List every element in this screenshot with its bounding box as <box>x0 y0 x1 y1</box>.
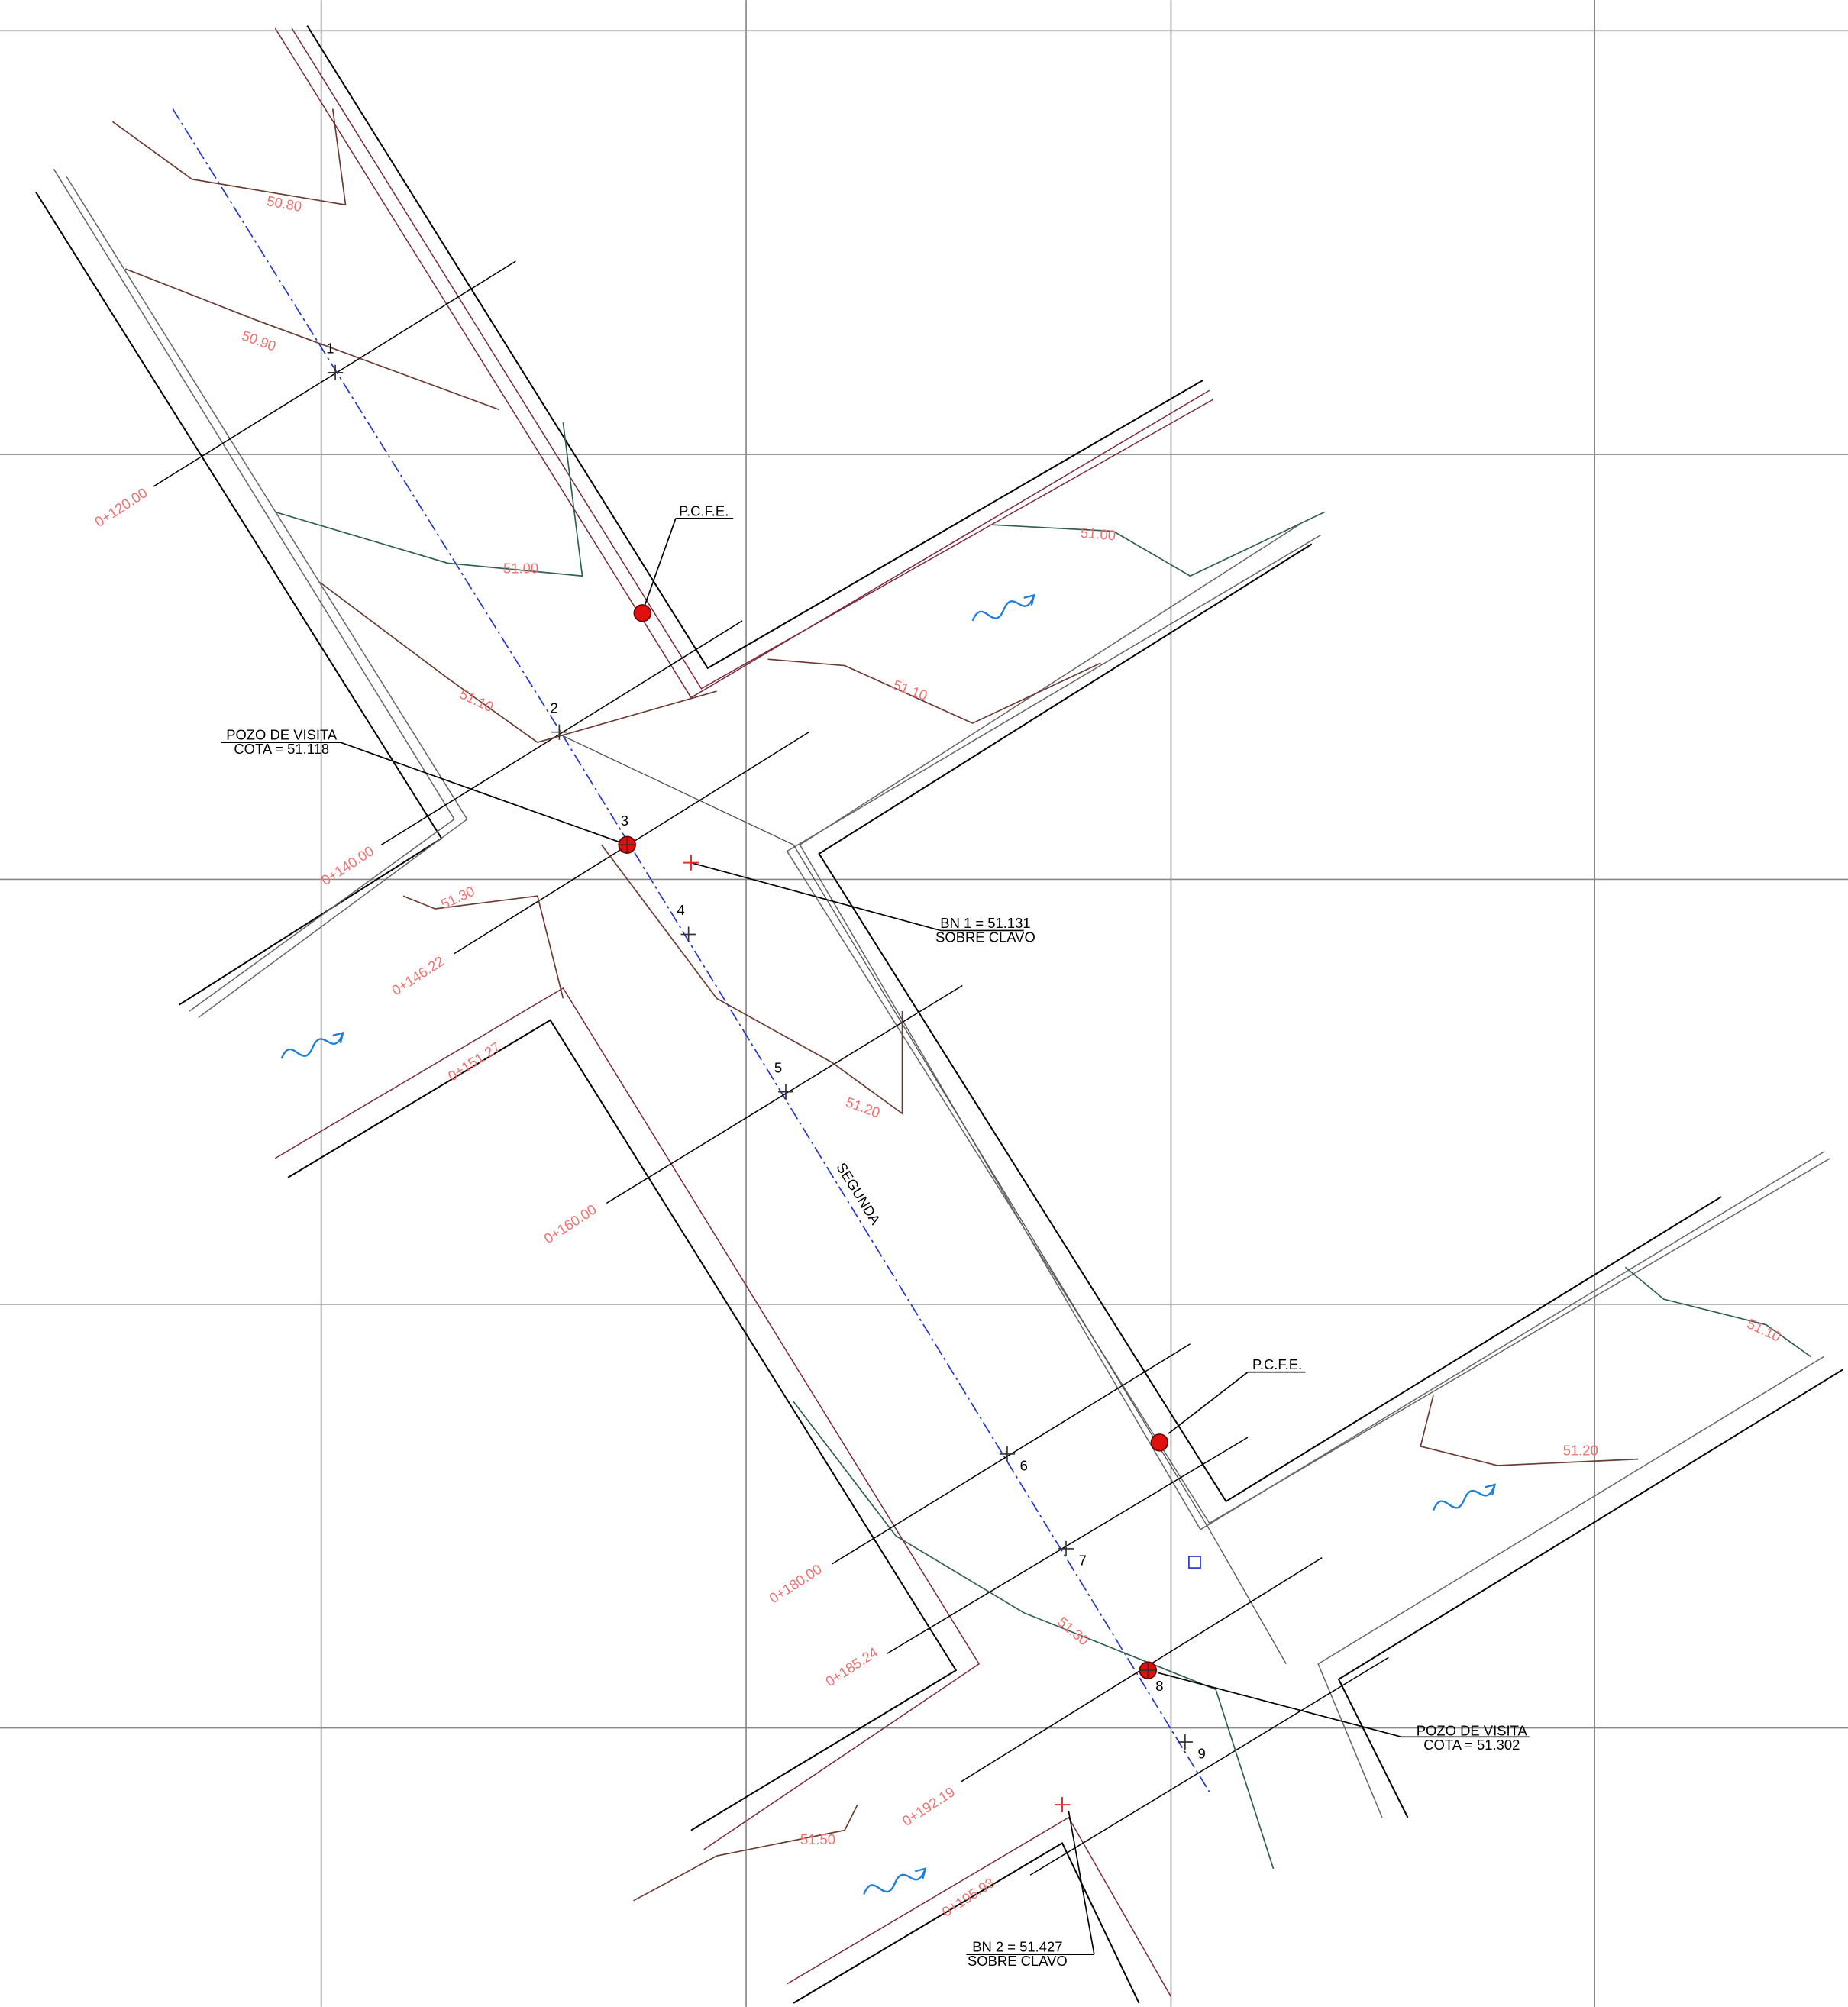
leader-line <box>1158 1672 1530 1738</box>
benchmark <box>1054 1797 1071 1813</box>
station-label: 0+192.19 <box>900 1783 958 1829</box>
benchmark <box>683 855 699 871</box>
point-label: 4 <box>677 902 684 918</box>
flow-symbol <box>1432 1483 1497 1511</box>
flow-symbol <box>971 593 1035 622</box>
survey-point <box>680 926 696 942</box>
road-edge <box>306 25 1203 670</box>
survey-point <box>1058 1540 1074 1556</box>
annotation: P.C.F.E. <box>679 503 729 519</box>
flow-symbol <box>280 1031 344 1059</box>
station-label: 0+180.00 <box>766 1561 824 1607</box>
station-label: 0+151.27 <box>445 1039 503 1084</box>
contour-label: 51.30 <box>1055 1614 1092 1649</box>
curb-line <box>799 524 1824 1530</box>
curb-line <box>66 176 468 1019</box>
road-edge <box>818 543 1722 1503</box>
contour-label: 51.10 <box>457 686 496 716</box>
annotation: BN 2 = 51.427 <box>972 1939 1062 1955</box>
annotation: SOBRE CLAVO <box>968 1953 1068 1969</box>
centerline <box>172 108 1210 1792</box>
annotation: COTA = 51.118 <box>234 741 329 757</box>
contour <box>275 422 583 577</box>
manhole <box>1150 1433 1169 1452</box>
contour-label: 51.20 <box>1563 1442 1598 1458</box>
curb-line <box>274 987 981 1850</box>
leader-line <box>221 742 628 845</box>
contour <box>767 658 1101 724</box>
road-edge <box>287 1019 958 1831</box>
station-line <box>1029 1656 1389 1876</box>
station-line <box>606 984 963 1204</box>
point-label: 2 <box>551 700 558 716</box>
contour-label: 51.00 <box>1080 525 1116 544</box>
leader-line <box>641 518 677 612</box>
contour <box>319 581 717 744</box>
point-label: 8 <box>1155 1678 1163 1694</box>
contour-label: 50.90 <box>240 327 279 354</box>
contour <box>1420 1395 1639 1466</box>
annotation: P.C.F.E. <box>1252 1356 1302 1372</box>
leader-line <box>1068 1811 1095 1955</box>
point-label: 5 <box>774 1059 782 1075</box>
survey-point <box>619 837 635 853</box>
leader-line <box>690 861 1024 932</box>
survey-point <box>777 1084 794 1100</box>
leader-line <box>1168 1371 1249 1434</box>
road-edge <box>793 1841 1140 2004</box>
contour-label: 51.20 <box>844 1094 883 1121</box>
point-label: 9 <box>1198 1746 1206 1762</box>
survey-point <box>1177 1734 1193 1750</box>
survey-point <box>551 724 567 740</box>
point-label: 3 <box>621 813 628 829</box>
point-label: 7 <box>1079 1553 1087 1569</box>
contour-label: 51.10 <box>891 677 930 704</box>
station-label: 0+120.00 <box>92 484 150 530</box>
contour <box>601 844 903 1115</box>
contour <box>633 1804 858 1902</box>
contour-label: 51.30 <box>438 883 477 913</box>
contour-label: 51.00 <box>503 561 538 577</box>
curb-line <box>786 534 1830 1524</box>
contour-label: 51.10 <box>1745 1315 1784 1345</box>
contour-label: 51.50 <box>800 1831 835 1847</box>
curb-line <box>787 1816 1172 1997</box>
station-label: 0+195.93 <box>939 1874 997 1920</box>
flow-symbol <box>863 1867 927 1895</box>
annotation: BN 1 = 51.131 <box>940 915 1030 931</box>
station-label: 0+185.24 <box>822 1644 880 1690</box>
point-label: 1 <box>326 340 334 356</box>
contour <box>1624 1266 1811 1358</box>
contour <box>402 895 564 999</box>
station-label: 0+160.00 <box>541 1201 599 1247</box>
contour <box>991 511 1325 577</box>
survey-point <box>328 364 344 380</box>
road-edge <box>1337 1369 1843 1818</box>
annotation: COTA = 51.302 <box>1423 1737 1520 1753</box>
axis-line <box>563 735 1287 1665</box>
annotation: POZO DE VISITA <box>226 727 338 743</box>
street-name: SEGUNDA <box>833 1160 884 1228</box>
curb-line <box>53 168 455 1012</box>
survey-point <box>999 1446 1015 1462</box>
curb-line <box>291 27 1214 690</box>
station-label: 0+146.22 <box>389 953 447 999</box>
valve-symbol <box>1188 1556 1201 1569</box>
curb-line <box>1317 1356 1824 1818</box>
curb-line <box>274 27 1210 699</box>
contour <box>124 268 499 411</box>
manhole <box>633 604 652 622</box>
survey-point <box>1140 1663 1156 1679</box>
contour <box>111 108 347 206</box>
annotation: SOBRE CLAVO <box>935 929 1035 945</box>
contour-label: 50.80 <box>266 192 303 215</box>
point-label: 6 <box>1020 1458 1028 1474</box>
contour <box>793 1401 1275 1870</box>
station-line <box>887 1437 1249 1655</box>
annotation: POZO DE VISITA <box>1417 1722 1528 1738</box>
